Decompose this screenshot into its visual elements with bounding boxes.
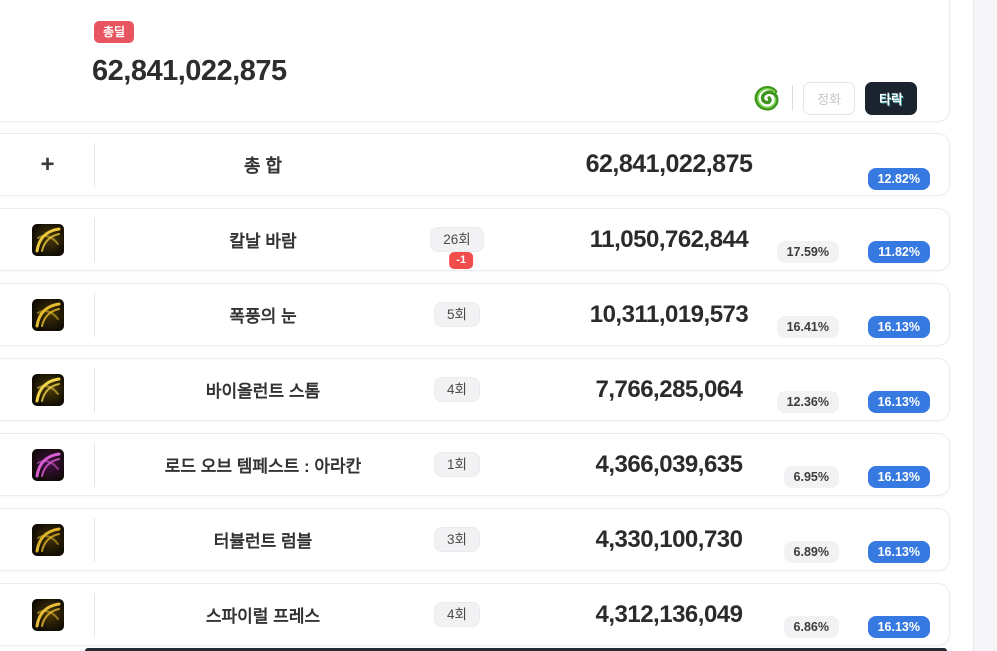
summary-row[interactable]: + 총 합 62,841,022,875 12.82% [0,133,950,196]
skill-row[interactable]: 바이올런트 스톰 4회 7,766,285,064 12.36% 16.13% [0,358,950,421]
row-divider [94,368,95,412]
corrupt-button[interactable]: 타락 [865,81,917,115]
skill-count-delta-badge: -1 [449,252,474,269]
next-section-edge [85,648,947,651]
skill-name: 터뷸런트 럼블 [213,532,313,551]
skill-rate-badge: 16.13% [867,615,930,638]
skill-share-badge: 17.59% [776,240,839,263]
summary-rate-badge: 12.82% [867,167,930,190]
skill-row[interactable]: 터뷸런트 럼블 3회 4,330,100,730 6.89% 16.13% [0,508,950,571]
mode-controls: 정화 타락 [752,81,917,115]
row-divider [94,293,95,337]
total-damage-badge: 총딜 [94,21,135,43]
storm-eye-skill-icon [31,298,64,331]
main-content: 총딜 62,841,022,875 정화 타락 + 총 합 62,841, [0,0,973,646]
expand-cell: + [1,134,94,195]
summary-damage-value: 62,841,022,875 [585,150,753,178]
skill-row[interactable]: 스파이럴 프레스 4회 4,312,136,049 6.86% 16.13% [0,583,950,646]
expand-plus-icon[interactable]: + [40,150,55,178]
skill-row[interactable]: 폭풍의 눈 5회 10,311,019,573 16.41% 16.13% [0,283,950,346]
blade-wind-skill-icon [31,223,64,256]
skill-rate-badge: 16.13% [867,390,930,413]
row-divider [94,218,95,262]
skill-rows: 칼날 바람 26회 -1 11,050,762,844 17.59% 11.82… [0,208,973,646]
skill-rate-badge: 16.13% [867,540,930,563]
violent-storm-skill-icon [31,373,64,406]
skill-damage-value: 7,766,285,064 [595,375,743,403]
skill-count-badge: 4회 [434,601,480,628]
row-divider [94,518,95,562]
controls-divider [792,85,794,111]
row-divider [94,443,95,487]
summary-name: 총 합 [243,155,283,176]
skill-count-badge: 1회 [434,451,480,478]
skill-share-badge: 12.36% [776,390,839,413]
total-damage-header-card: 총딜 62,841,022,875 정화 타락 [0,0,950,122]
row-divider [94,593,95,637]
skill-rate-badge: 16.13% [867,315,930,338]
lord-of-tempest-arakan-skill-icon [31,448,64,481]
skill-share-badge: 6.95% [783,465,839,488]
skill-count-badge: 26회 [430,226,484,253]
skill-damage-value: 4,330,100,730 [595,525,743,553]
skill-damage-value: 4,312,136,049 [595,600,743,628]
skill-name: 바이올런트 스톰 [205,382,321,401]
skill-row[interactable]: 칼날 바람 26회 -1 11,050,762,844 17.59% 11.82… [0,208,950,271]
skill-share-badge: 16.41% [776,315,839,338]
row-divider [94,143,95,187]
skill-name: 로드 오브 템페스트 : 아라칸 [164,457,362,476]
skill-share-badge: 6.86% [783,615,839,638]
spiral-press-skill-icon [31,598,64,631]
skill-row[interactable]: 로드 오브 템페스트 : 아라칸 1회 4,366,039,635 6.95% … [0,433,950,496]
skill-damage-value: 4,366,039,635 [595,450,743,478]
skill-count-badge: 3회 [434,526,480,553]
purify-button[interactable]: 정화 [803,81,856,115]
wind-element-icon [752,83,782,113]
skill-name: 폭풍의 눈 [229,307,297,326]
skill-count-badge: 5회 [434,301,480,328]
skill-rate-badge: 16.13% [867,465,930,488]
right-gutter [973,0,997,651]
total-damage-value: 62,841,022,875 [92,55,287,87]
skill-damage-value: 10,311,019,573 [589,300,749,328]
skill-share-badge: 6.89% [783,540,839,563]
skill-name: 칼날 바람 [229,232,297,251]
skill-name: 스파이럴 프레스 [205,607,321,626]
skill-damage-value: 11,050,762,844 [589,225,749,253]
skill-count-badge: 4회 [434,376,480,403]
skill-rate-badge: 11.82% [868,240,930,263]
turbulent-rumble-skill-icon [31,523,64,556]
